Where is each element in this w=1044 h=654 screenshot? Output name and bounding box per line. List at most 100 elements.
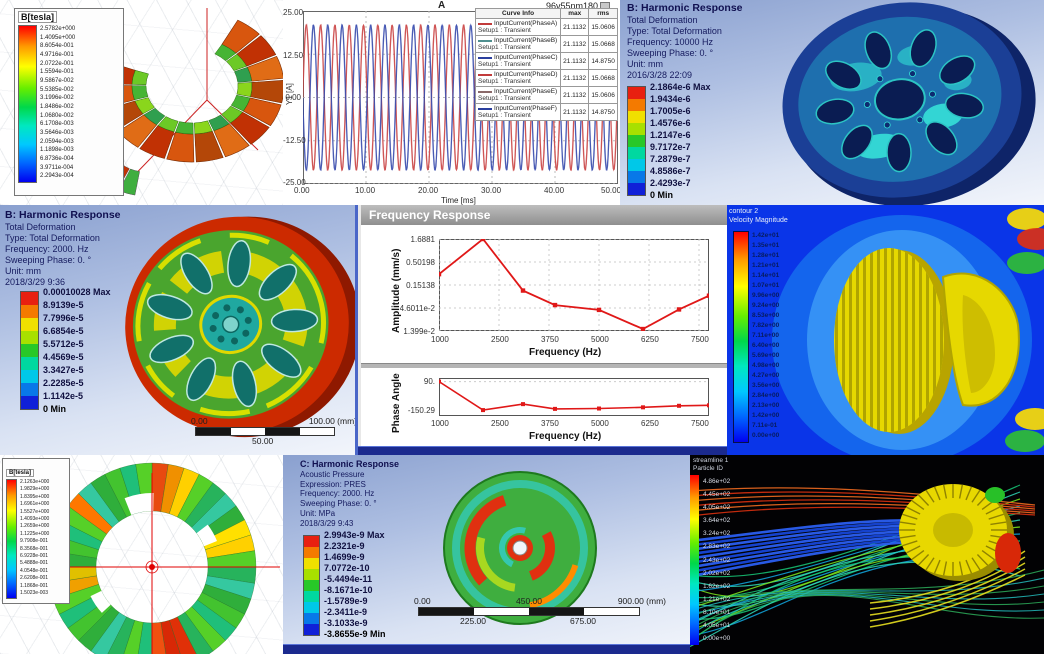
flux-colorbar-value: 4.9716e-001 [40,51,74,58]
colorbar-band [628,87,645,99]
curve-row[interactable]: InputCurrent(PhaseE) Setup1 : Transient … [474,86,618,104]
viewport-flux-rotor[interactable]: B[tesla] 2.1263e+000 1.9829e+000 1.8395e+0… [0,455,283,654]
result-info-line: Sweeping Phase: 0. ° [5,254,92,265]
freq-x-tick: 7500 [691,419,709,428]
freq-x-tick: 1000 [431,419,449,428]
viewport-acoustic-pressure[interactable]: C: Harmonic Response Acoustic Pressure Ex… [283,455,690,654]
particle-value: 1.21e+02 [703,595,731,603]
curve-row[interactable]: InputCurrent(PhaseD) Setup1 : Transient … [474,69,618,87]
cfd-legend-name: contour 2 [729,208,759,215]
viewport-particle-traces[interactable]: streamline 1 Particle ID 4.86e+02 4.45e+0… [690,455,1044,654]
curve-row[interactable]: InputCurrent(PhaseB) Setup1 : Transient … [474,35,618,53]
curve-swatch-icon [478,39,492,42]
result-info-line: Total Deformation [627,14,698,25]
viewport-harmonic-10000hz[interactable]: B: Harmonic Response Total Deformation Ty… [620,0,1044,205]
colorbar-value: 2.9943e-9 Max [324,530,385,540]
viewport-flux-torus[interactable]: B[tesla] 2.5782e+000 1.4095e+000 8.6054e-0… [0,0,283,205]
curve-row[interactable]: InputCurrent(PhaseA) Setup1 : Transient … [474,18,618,36]
freq-x-tick: 3750 [541,335,559,344]
velocity-colorbar: 1.42e+01 1.35e+01 1.28e+01 1.21e+01 1.14e+01… [733,231,779,443]
window-frequency-response: Frequency Response Amplitude (mm/s) 1.68… [355,205,730,455]
velocity-value: 8.53e+00 [752,312,780,319]
viewport-harmonic-2000hz[interactable]: B: Harmonic Response Total Deformation Ty… [0,205,355,455]
amp-y-tick: 1.6881 [410,235,435,244]
colorbar-value: -8.1671e-10 [324,585,373,595]
curve-max: 21.1132 [560,103,590,121]
fan-flow-field[interactable] [727,205,1044,455]
freq-x-tick: 1000 [431,335,449,344]
streamline-field[interactable] [690,455,1044,654]
result-info: B: Harmonic Response Total Deformation Ty… [5,209,121,288]
flux-colorbar-value: 6.1708e-003 [40,121,74,128]
freq-x-tick: 6250 [641,335,659,344]
x-tick: 50.00 [601,186,621,195]
velocity-value: 4.98e+00 [752,362,780,369]
velocity-value: 2.13e+00 [752,402,780,409]
colorbar-band [628,147,645,159]
plot-input-currents[interactable]: A 96v55nm180 Y1 [A] 25.00 12.50 0.00 -12… [283,0,621,205]
velocity-value: 1.21e+01 [752,262,780,269]
viewport-cfd-velocity[interactable]: contour 2 Velocity Magnitude 1.42e+01 1.3… [727,205,1044,455]
colorbar-value: -3.1033e-9 [324,618,368,628]
colorbar-value: -5.4494e-11 [324,574,373,584]
scale-ruler: 0.00 450.00 900.00 (mm) 225.00 675.00 [414,596,666,626]
particle-value: 2.02e+02 [703,569,731,577]
flux-colorbar-title: B[tesla] [18,11,58,23]
colorbar-band [21,331,38,344]
colorbar-band [304,591,319,602]
ruler-left-label: 0.00 [414,596,431,606]
chart-splitter[interactable] [361,363,730,368]
deformation-colorbar: 2.1864e-6 Max 1.9434e-6 1.7005e-6 1.4576e-6… [627,82,711,205]
particle-value: 2.43e+02 [703,556,731,564]
phase-y-label: Phase Angle [391,373,402,433]
phase-chart[interactable] [439,378,709,416]
curve-swatch-icon [478,107,492,110]
result-info-line: Frequency: 10000 Hz [627,36,714,47]
ruler-threequarter-label: 675.00 [570,616,596,626]
curve-row[interactable]: InputCurrent(PhaseC) Setup1 : Transient … [474,52,618,70]
curve-swatch-icon [478,22,492,25]
curve-info-table[interactable]: Curve Info max rms InputCurrent(PhaseA) … [474,8,618,121]
curve-row[interactable]: InputCurrent(PhaseF) Setup1 : Transient … [474,103,618,121]
plot-corner-label: 96v55nm180 [545,1,598,11]
velocity-value: 2.84e+00 [752,392,780,399]
result-info-line: Unit: mm [627,58,663,69]
velocity-value: 9.24e+00 [752,302,780,309]
y-tick: 25.00 [283,8,304,17]
result-info-line: Frequency: 2000. Hz [300,489,375,499]
curve-name: InputCurrent(PhaseC) [494,54,558,61]
col-curve-info: Curve Info [474,8,562,19]
brake-disc-model[interactable] [620,0,1044,205]
flux-colorbar-value: 2.1263e+000 [20,479,50,485]
colorbar-value: 0 Min [43,404,67,414]
flux-colorbar-value: 8.3568e-001 [20,545,49,552]
velocity-value: 1.07e+01 [752,282,780,289]
velocity-color-strip [733,231,749,443]
result-title: B: Harmonic Response [5,209,121,221]
amp-y-tick: 1.399e-2 [403,327,435,336]
flux-colorbar-value: 1.5023e-003 [20,590,49,597]
colorbar-band [628,159,645,171]
curve-max: 21.1132 [560,52,590,70]
result-info-line: Total Deformation [5,221,76,232]
phase-x-label: Frequency (Hz) [529,431,602,442]
window-titlebar[interactable]: Frequency Response [361,205,730,225]
particle-colorbar: 4.86e+02 4.45e+02 4.05e+02 3.64e+02 3.24e+02… [690,475,730,645]
amplitude-chart[interactable] [439,239,709,331]
curve-rms: 15.0606 [588,86,618,104]
colorbar-band [21,292,38,305]
x-tick: 20.00 [418,186,439,195]
flux-colorbar-value: 1.9829e+000 [20,486,50,493]
y-tick: 12.50 [283,51,304,60]
torus-stator-model[interactable] [0,0,283,205]
flux-colorbar-value: 9.7908e-001 [20,538,49,545]
velocity-value: 4.27e+00 [752,372,780,379]
colorbar-value: 3.3427e-5 [43,365,84,375]
colorbar-band [304,624,319,635]
acoustic-disc-model[interactable] [283,455,690,645]
particle-legend-variable: Particle ID [693,465,723,473]
freq-x-tick: 5000 [591,419,609,428]
flux-color-strip [6,479,17,599]
wheel-model[interactable] [0,205,355,455]
